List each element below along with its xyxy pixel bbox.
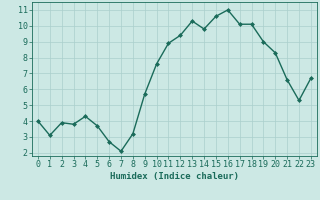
X-axis label: Humidex (Indice chaleur): Humidex (Indice chaleur) xyxy=(110,172,239,181)
